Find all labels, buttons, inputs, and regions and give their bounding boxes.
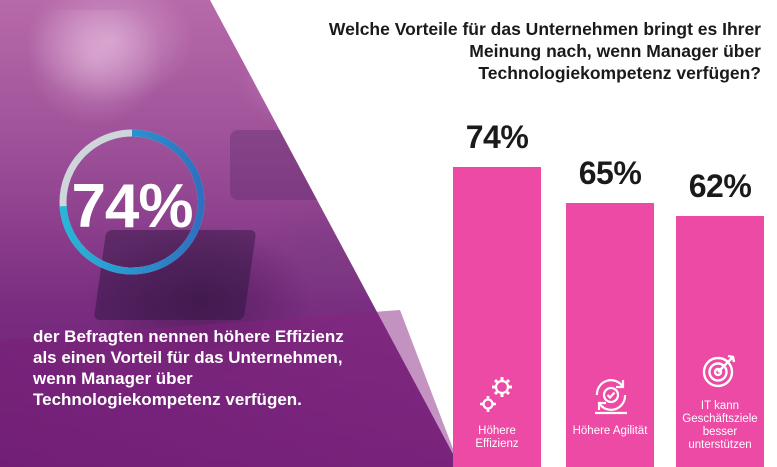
percent-donut-ring [59, 129, 205, 275]
target-icon [700, 350, 740, 395]
highlight-caption: der Befragten nennen höhere Effizienz al… [33, 327, 344, 409]
bar-value-label: 65% [578, 155, 642, 192]
photo-highlight [30, 10, 160, 130]
donut-progress-arc [59, 129, 205, 275]
caption-band [0, 310, 460, 467]
bar-category-label: Höhere Effizienz [475, 425, 519, 450]
highlight-percent: 74% [71, 172, 193, 241]
bar-3 [676, 215, 764, 467]
bar-2 [566, 203, 654, 467]
bar-1 [453, 167, 541, 467]
bar-category-label: IT kann Geschäftsziele besser unterstütz… [682, 400, 758, 451]
bar-value-label: 62% [688, 167, 752, 204]
gears-icon [475, 373, 519, 422]
chart-question-title: Welche Vorteile für das Unternehmen brin… [328, 19, 761, 83]
bar-category-label: Höhere Agilität [572, 425, 648, 437]
agility-cycle-icon [589, 373, 633, 422]
bar-value-label: 74% [465, 119, 529, 155]
